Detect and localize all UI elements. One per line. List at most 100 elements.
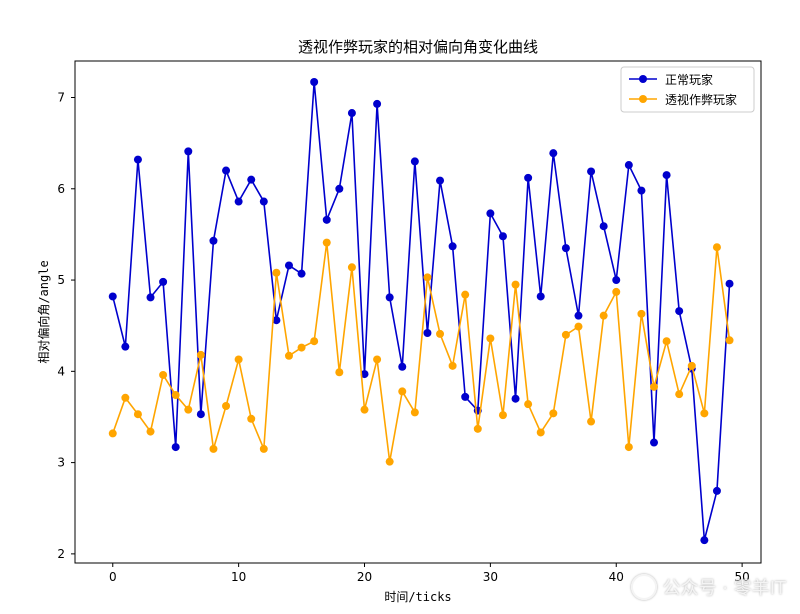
series-1-point xyxy=(247,175,256,184)
series-1-point xyxy=(196,410,205,419)
series-1-point xyxy=(272,316,281,325)
series-2-point xyxy=(561,330,570,339)
series-1-point xyxy=(108,292,117,301)
series-1-point xyxy=(498,232,507,241)
series-2-point xyxy=(448,361,457,370)
series-2-point xyxy=(184,405,193,414)
series-1-point xyxy=(574,311,583,320)
series-2-point xyxy=(347,263,356,272)
series-2-point xyxy=(272,268,281,277)
series-2-point xyxy=(398,387,407,396)
series-1-point xyxy=(536,292,545,301)
series-2-point xyxy=(133,410,142,419)
series-2-point xyxy=(209,444,218,453)
series-1-point xyxy=(234,197,243,206)
series-1-point xyxy=(712,486,721,495)
series-2-point xyxy=(222,402,231,411)
series-1-point xyxy=(410,157,419,166)
series-2-point xyxy=(436,329,445,338)
y-tick-label: 4 xyxy=(57,364,65,378)
series-1-point xyxy=(423,328,432,337)
series-2-point xyxy=(171,391,180,400)
x-axis-label: 时间/ticks xyxy=(384,590,451,604)
series-1-point xyxy=(561,244,570,253)
series-1-point xyxy=(322,215,331,224)
series-1-point xyxy=(284,261,293,270)
series-2-point xyxy=(146,427,155,436)
series-2-point xyxy=(712,243,721,252)
series-1-point xyxy=(461,392,470,401)
wechat-channel-icon xyxy=(630,574,657,600)
series-1-point xyxy=(612,276,621,285)
series-2-point xyxy=(650,382,659,391)
watermark: 公众号 · 零羊IT xyxy=(630,574,786,600)
y-tick-label: 5 xyxy=(57,273,65,287)
series-2-point xyxy=(687,361,696,370)
series-2-point xyxy=(385,457,394,466)
series-2-point xyxy=(612,287,621,296)
series-1-point xyxy=(310,77,319,86)
series-2-point xyxy=(310,337,319,346)
series-2-point xyxy=(498,411,507,420)
x-tick-label: 50 xyxy=(734,570,749,584)
series-2-point xyxy=(473,424,482,433)
series-1-point xyxy=(549,149,558,158)
series-2-point xyxy=(549,409,558,418)
y-axis-label: 相对偏向角/angle xyxy=(36,260,51,363)
series-2-point xyxy=(574,322,583,331)
series-1-point xyxy=(373,99,382,108)
series-1-point xyxy=(675,307,684,316)
y-tick-label: 2 xyxy=(57,547,65,561)
series-1-point xyxy=(599,222,608,231)
series-2-point xyxy=(486,334,495,343)
series-1-point xyxy=(297,269,306,278)
series-1-point xyxy=(209,236,218,245)
series-1-point xyxy=(171,443,180,452)
series-1-point xyxy=(347,109,356,118)
series-1-point xyxy=(725,279,734,288)
series-1-point xyxy=(524,173,533,182)
series-1-point xyxy=(650,438,659,447)
series-2-point xyxy=(297,343,306,352)
series-2-point xyxy=(360,405,369,414)
series-1-point xyxy=(259,197,268,206)
x-tick-label: 0 xyxy=(109,570,117,584)
series-1-point xyxy=(133,155,142,164)
series-1-point xyxy=(335,184,344,193)
x-tick-label: 40 xyxy=(609,570,624,584)
series-2-point xyxy=(410,408,419,417)
series-2-point xyxy=(196,350,205,359)
series-2-point xyxy=(675,390,684,399)
y-tick-label: 7 xyxy=(57,91,65,105)
series-1-point xyxy=(662,171,671,180)
series-2-point xyxy=(637,309,646,318)
series-1-point xyxy=(385,293,394,302)
series-2-point xyxy=(662,337,671,346)
legend-swatch-marker xyxy=(639,95,647,103)
series-2-point xyxy=(524,400,533,409)
series-2-point xyxy=(599,311,608,320)
series-1-point xyxy=(511,394,520,403)
series-2-point xyxy=(725,336,734,345)
series-2-point xyxy=(284,351,293,360)
series-1-point xyxy=(700,536,709,545)
series-2-point xyxy=(536,428,545,437)
series-line-2 xyxy=(112,242,731,462)
series-2-point xyxy=(121,393,130,402)
series-1-point xyxy=(159,277,168,286)
x-tick-label: 30 xyxy=(483,570,498,584)
series-1-point xyxy=(222,166,231,175)
series-2-point xyxy=(587,417,596,426)
series-1-point xyxy=(587,167,596,176)
chart-title: 透视作弊玩家的相对偏向角变化曲线 xyxy=(298,38,538,56)
watermark-text: 公众号 · 零羊IT xyxy=(662,578,786,599)
series-1-point xyxy=(624,161,633,170)
plot-frame xyxy=(74,60,762,564)
y-tick-label: 6 xyxy=(57,182,65,196)
series-1-point xyxy=(637,186,646,195)
series-1-point xyxy=(184,147,193,156)
series-2-point xyxy=(247,414,256,423)
series-2-point xyxy=(511,280,520,289)
